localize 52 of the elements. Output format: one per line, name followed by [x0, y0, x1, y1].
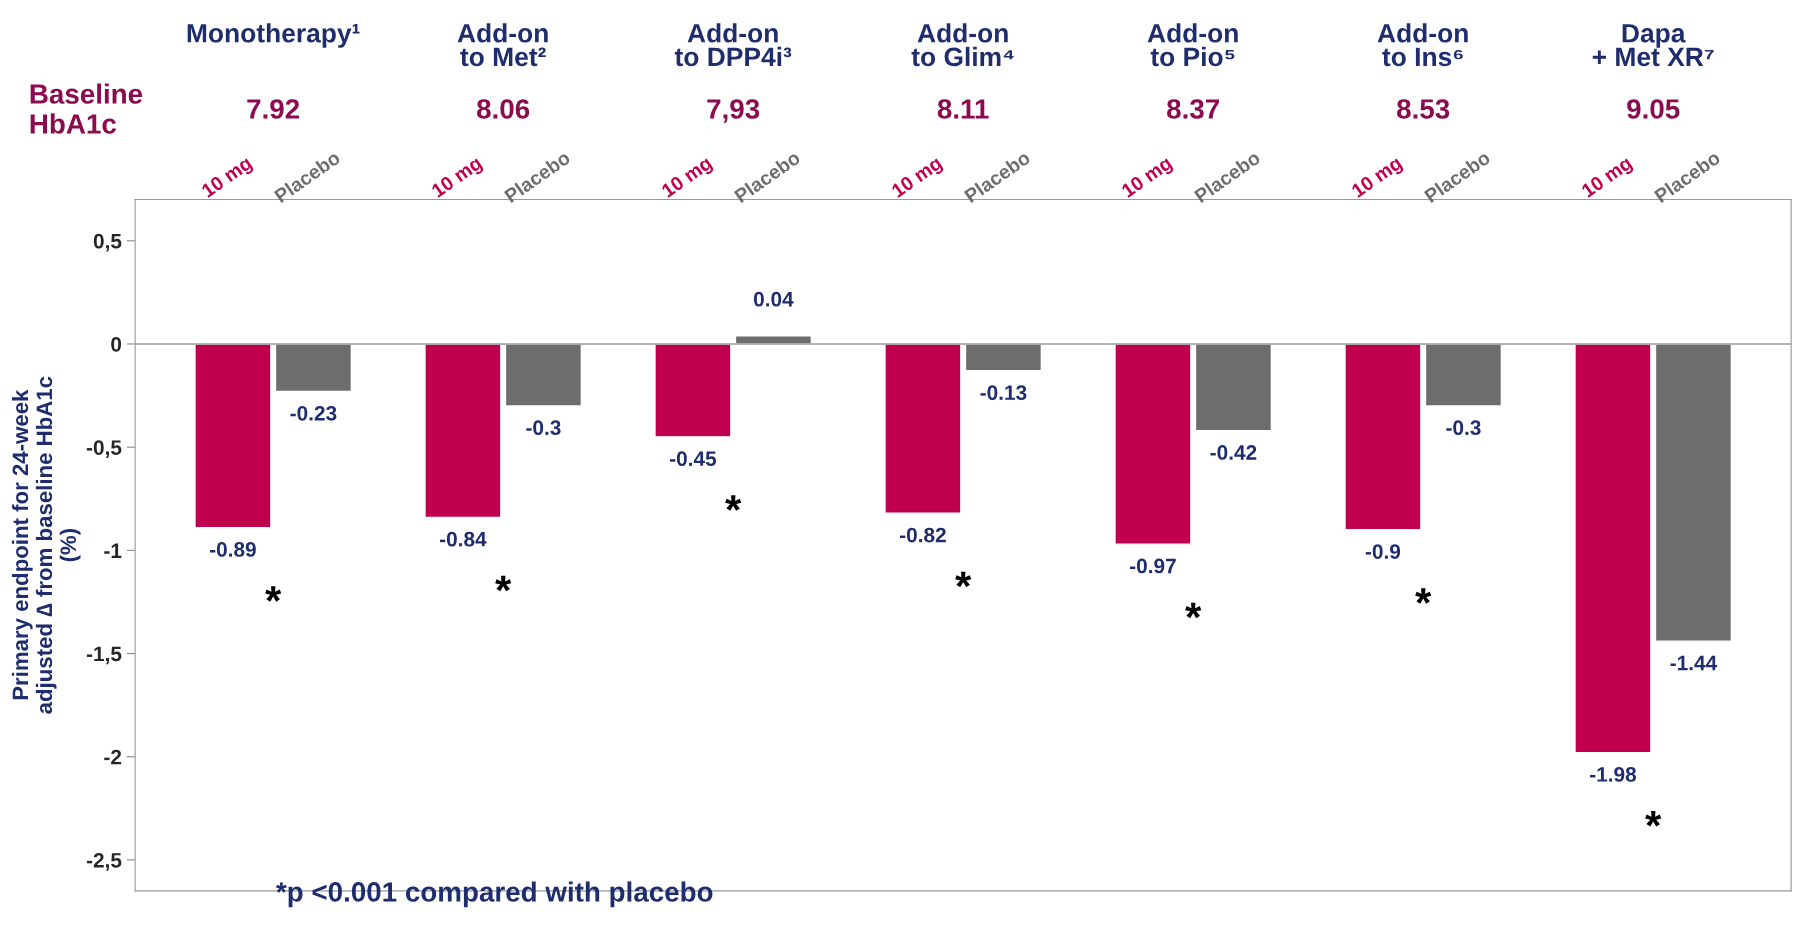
text: 8.53: [1397, 99, 1450, 119]
text: 8.37: [1167, 99, 1219, 119]
annotation: *: [495, 575, 512, 592]
x-tick-label: Add-on to Met²: [457, 23, 548, 67]
y-tick-label: -1: [104, 543, 122, 558]
data-label: -0.9: [1365, 544, 1401, 559]
text: 10 mg: [1120, 158, 1175, 198]
data-label: -1.44: [1670, 655, 1718, 671]
text: 7,93: [707, 99, 760, 123]
data-label: -0.45: [669, 451, 717, 467]
x-tick-label: Monotherapy¹: [187, 23, 360, 48]
data-label: -0.84: [439, 531, 487, 547]
y-tick-label: 0: [111, 336, 122, 352]
x-tick-label: Add-on to Ins⁶: [1377, 23, 1468, 67]
data-label: -1.98: [1590, 767, 1637, 782]
data-label: -0.23: [290, 405, 337, 421]
data-label: -0.89: [209, 542, 256, 557]
annotation: *: [725, 495, 742, 511]
annotation: *: [1645, 811, 1662, 827]
x-tick-label: Add-on to Pio⁵: [1147, 23, 1238, 67]
y-tick-label: -1,5: [86, 646, 122, 665]
data-label: -0.97: [1130, 558, 1176, 574]
data-label: 0.04: [753, 291, 794, 307]
x-tick-label: Dapa + Met XR⁷: [1592, 24, 1714, 67]
annotation: *: [955, 571, 972, 588]
text: 8.06: [477, 99, 530, 119]
data-label: -0.3: [1446, 420, 1481, 436]
y-tick-label: 0,5: [93, 233, 122, 252]
text: 8.11: [937, 99, 989, 119]
y-tick-label: -2,5: [86, 852, 122, 871]
data-label: -0.42: [1210, 445, 1257, 460]
text: 10 mg: [1350, 158, 1405, 198]
text: 10 mg: [200, 155, 255, 202]
y-tick-label: -0,5: [86, 440, 122, 458]
annotation: *: [1185, 602, 1202, 619]
x-tick-label: Add-on to DPP4i³: [674, 23, 792, 67]
text: Baseline HbA1c: [30, 83, 143, 134]
data-label: -0.13: [980, 385, 1027, 401]
annotation: *: [1415, 588, 1432, 604]
text: 10 mg: [660, 158, 715, 198]
annotation: *: [265, 586, 282, 602]
text: 9.05: [1627, 99, 1680, 119]
y-axis-title: Primary endpoint for 24-week adjusted ∆ from baseline HbA1c (%): [11, 376, 81, 714]
annotation: *p <0.001 compared with placebo: [276, 881, 713, 908]
data-label: -0.82: [899, 527, 946, 543]
text: 7.92: [247, 99, 300, 119]
text: 10 mg: [430, 158, 485, 198]
x-tick-label: Add-on to Glim⁴: [911, 23, 1014, 67]
text: 10 mg: [890, 158, 945, 198]
data-label: -0.3: [526, 420, 561, 436]
y-tick-label: -2: [104, 749, 122, 765]
text: 10 mg: [1580, 158, 1635, 198]
